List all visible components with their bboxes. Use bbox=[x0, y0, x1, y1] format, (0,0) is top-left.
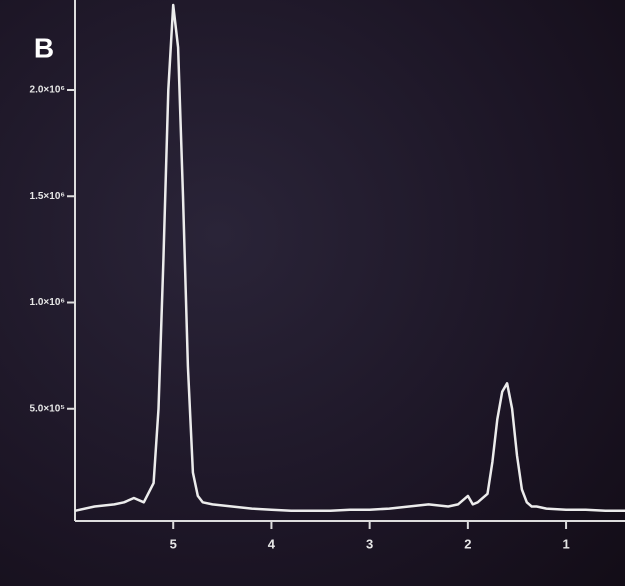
y-tick-label: 1.0×10⁶ bbox=[30, 297, 65, 308]
x-tick-label: 1 bbox=[562, 536, 569, 551]
x-tick-label: 2 bbox=[464, 536, 471, 551]
x-tick-label: 4 bbox=[268, 536, 276, 551]
y-tick-label: 5.0×10⁵ bbox=[29, 403, 65, 414]
x-tick-label: 5 bbox=[170, 536, 177, 551]
y-tick-label: 1.5×10⁶ bbox=[30, 191, 65, 202]
x-tick-label: 3 bbox=[366, 536, 373, 551]
y-tick-label: 2.0×10⁶ bbox=[30, 85, 65, 96]
spectrum-line bbox=[74, 3, 625, 513]
panel-label: B bbox=[34, 32, 54, 63]
